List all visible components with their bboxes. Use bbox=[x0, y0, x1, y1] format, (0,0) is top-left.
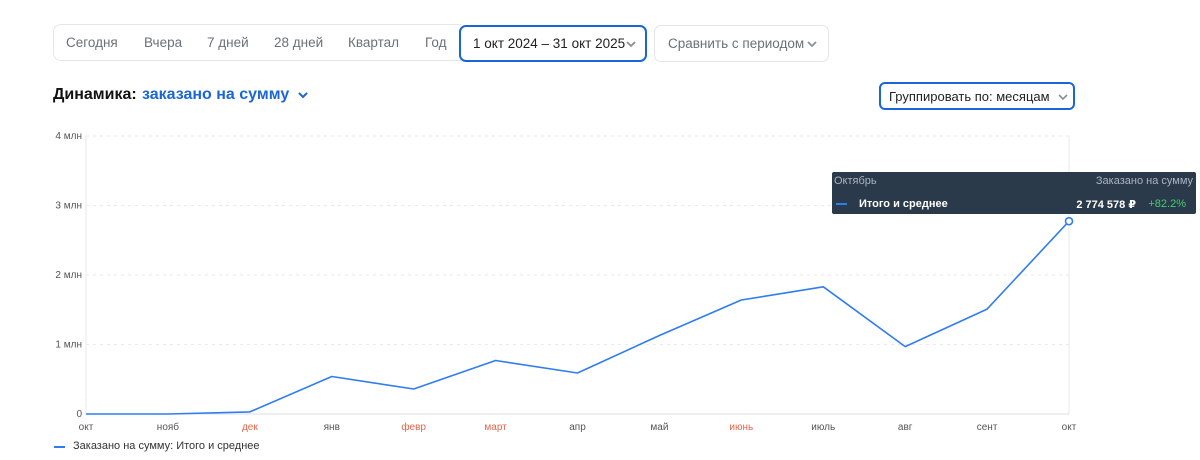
y-tick-label: 2 млн bbox=[55, 270, 82, 281]
group-by-select[interactable]: Группировать по: месяцам bbox=[879, 82, 1075, 110]
period-yesterday-button[interactable]: Вчера bbox=[144, 35, 183, 50]
period-7-days-button[interactable]: 7 дней bbox=[207, 35, 249, 50]
period-year-button[interactable]: Год bbox=[425, 35, 447, 50]
period-quick-filters: Сегодня Вчера 7 дней 28 дней Квартал Год bbox=[53, 24, 461, 61]
chevron-down-icon bbox=[626, 41, 636, 48]
x-tick-label: сент bbox=[977, 422, 998, 433]
y-tick-label: 3 млн bbox=[55, 201, 82, 212]
date-range-select[interactable]: 1 окт 2024 – 31 окт 2025 bbox=[459, 25, 647, 62]
x-tick-label: апр bbox=[569, 422, 586, 433]
period-today-button[interactable]: Сегодня bbox=[66, 35, 118, 50]
x-tick-label: февр bbox=[401, 421, 426, 433]
x-tick-label: нояб bbox=[157, 421, 179, 433]
x-tick-label: июль bbox=[811, 422, 835, 433]
dynamics-heading: Динамика: bbox=[53, 86, 137, 103]
tooltip-series-name: Итого и среднее bbox=[859, 198, 948, 210]
y-tick-label: 4 млн bbox=[55, 131, 82, 142]
tooltip-value: 2 774 578 ₽ bbox=[1076, 199, 1136, 211]
period-28-days-button[interactable]: 28 дней bbox=[274, 35, 324, 50]
tooltip-month: Октябрь bbox=[834, 175, 877, 187]
x-tick-label: июнь bbox=[729, 422, 753, 433]
compare-period-label: Сравнить с периодом bbox=[668, 36, 805, 51]
date-range-label: 1 окт 2024 – 31 окт 2025 bbox=[473, 36, 626, 51]
x-tick-label: май bbox=[650, 422, 668, 433]
x-axis-labels: окт нояб дек янв февр март апр май июнь июль авг се… bbox=[79, 421, 1077, 433]
group-by-label: Группировать по: месяцам bbox=[889, 89, 1050, 104]
dynamics-line-chart: 0 1 млн 2 млн 3 млн 4 млн окт нояб дек янв февр м… bbox=[55, 131, 1077, 433]
compare-period-select[interactable]: Сравнить с периодом bbox=[654, 25, 829, 62]
x-tick-label: окт bbox=[1062, 422, 1077, 433]
tooltip-series-marker bbox=[836, 203, 847, 205]
chevron-down-icon bbox=[1058, 94, 1068, 101]
tooltip-delta: +82.2% bbox=[1148, 198, 1186, 210]
y-tick-label: 1 млн bbox=[55, 340, 82, 351]
chevron-down-icon bbox=[297, 92, 308, 99]
series-line bbox=[86, 220, 1070, 415]
period-quarter-button[interactable]: Квартал bbox=[348, 35, 400, 50]
chart-grid bbox=[85, 135, 1070, 415]
x-tick-label: март bbox=[484, 422, 507, 433]
chart-series bbox=[86, 216, 1074, 415]
chart-tooltip: Октябрь Заказано на сумму Итого и средне… bbox=[832, 172, 1196, 214]
x-tick-label: окт bbox=[79, 422, 94, 433]
x-tick-label: янв bbox=[324, 422, 340, 433]
chevron-down-icon bbox=[807, 41, 817, 48]
series-point-highlight[interactable] bbox=[1064, 216, 1074, 226]
metric-select[interactable]: заказано на сумму bbox=[142, 86, 309, 104]
tooltip-metric: Заказано на сумму bbox=[1095, 175, 1193, 187]
y-axis-labels: 0 1 млн 2 млн 3 млн 4 млн bbox=[55, 131, 82, 420]
x-tick-label: дек bbox=[242, 422, 258, 433]
y-tick-label: 0 bbox=[76, 409, 82, 420]
x-tick-label: авг bbox=[898, 422, 913, 433]
legend-series-marker bbox=[54, 446, 65, 448]
legend-label: Заказано на сумму: Итого и среднее bbox=[73, 440, 260, 452]
metric-select-label: заказано на сумму bbox=[142, 86, 290, 103]
